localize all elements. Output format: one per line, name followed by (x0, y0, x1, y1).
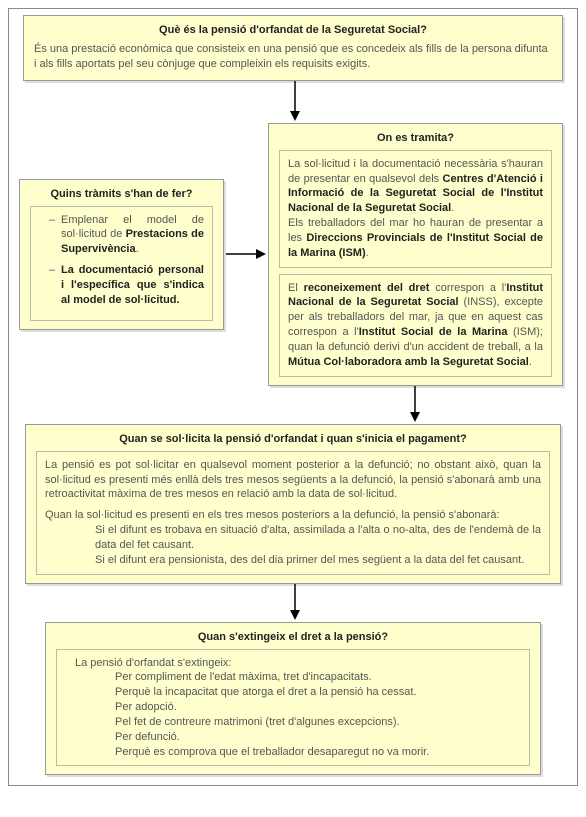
quan-li1: Si el difunt es trobava en situació d'al… (45, 523, 541, 553)
exting-title: Quan s'extingeix el dret a la pensió? (56, 631, 530, 643)
exting-item-2: Per adopció. (65, 700, 521, 715)
quan-p2: Quan la sol·licitud es presenti en els t… (45, 508, 541, 523)
quan-p1: La pensió es pot sol·licitar en qualsevo… (45, 458, 541, 503)
ontramita-p1c: . (451, 202, 454, 214)
arrow-tramits-to-ontramita (224, 234, 268, 274)
intro-title: Què és la pensió d'orfandat de la Segure… (34, 24, 552, 36)
quan-inner: La pensió es pot sol·licitar en qualsevo… (36, 451, 550, 575)
tramits-item-1: La documentació personal i l'específica … (49, 263, 204, 308)
tramits-box: Quins tràmits s'han de fer? Emplenar el … (19, 179, 224, 330)
ontramita-p2c: . (366, 247, 369, 259)
intro-box: Què és la pensió d'orfandat de la Segure… (23, 15, 563, 81)
exting-inner: La pensió d'orfandat s'extingeix: Per co… (56, 649, 530, 767)
ontramita-p3f: Institut Social de la Marina (359, 326, 508, 338)
tramits-inner: Emplenar el model de sol·licitud de Pres… (30, 206, 213, 321)
tramits-title: Quins tràmits s'han de fer? (30, 188, 213, 200)
exting-item-0: Per compliment de l'edat màxima, tret d'… (65, 670, 521, 685)
flowchart-container: Què és la pensió d'orfandat de la Segure… (8, 8, 578, 786)
exting-box: Quan s'extingeix el dret a la pensió? La… (45, 622, 541, 776)
exting-item-5: Perquè es comprova que el treballador de… (65, 745, 521, 760)
quan-li2: Si el difunt era pensionista, des del di… (45, 553, 541, 568)
arrow-intro-to-row (15, 81, 585, 123)
ontramita-p2b: Direccions Provincials de l'Institut Soc… (288, 232, 543, 259)
ontramita-p3: El reconeixement del dret correspon a l'… (279, 274, 552, 377)
exting-item-1: Perquè la incapacitat que atorga el dret… (65, 685, 521, 700)
ontramita-p3i: . (529, 356, 532, 368)
ontramita-p3a: El (288, 282, 304, 294)
exting-item-3: Pel fet de contreure matrimoni (tret d'a… (65, 715, 521, 730)
quan-box: Quan se sol·licita la pensió d'orfandat … (25, 424, 561, 584)
tramits-item-1-bold: La documentació personal i l'específica … (61, 264, 204, 306)
arrow-row-to-quan (15, 386, 585, 424)
arrow-quan-to-exting (15, 584, 585, 622)
middle-row: Quins tràmits s'han de fer? Emplenar el … (15, 123, 571, 386)
exting-item-4: Per defunció. (65, 730, 521, 745)
ontramita-p3c: correspon a l' (429, 282, 506, 294)
exting-lead: La pensió d'orfandat s'extingeix: (65, 656, 521, 671)
tramits-item-0: Emplenar el model de sol·licitud de Pres… (49, 213, 204, 258)
ontramita-p3h: Mútua Col·laboradora amb la Seguretat So… (288, 356, 529, 368)
ontramita-box: On es tramita? La sol·licitud i la docum… (268, 123, 563, 386)
ontramita-title: On es tramita? (279, 132, 552, 144)
intro-body: És una prestació econòmica que consistei… (34, 42, 552, 72)
quan-title: Quan se sol·licita la pensió d'orfandat … (36, 433, 550, 445)
tramits-item-0-post: . (136, 243, 139, 255)
ontramita-p3b: reconeixement del dret (304, 282, 430, 294)
ontramita-p1p2: La sol·licitud i la documentació necessà… (279, 150, 552, 268)
